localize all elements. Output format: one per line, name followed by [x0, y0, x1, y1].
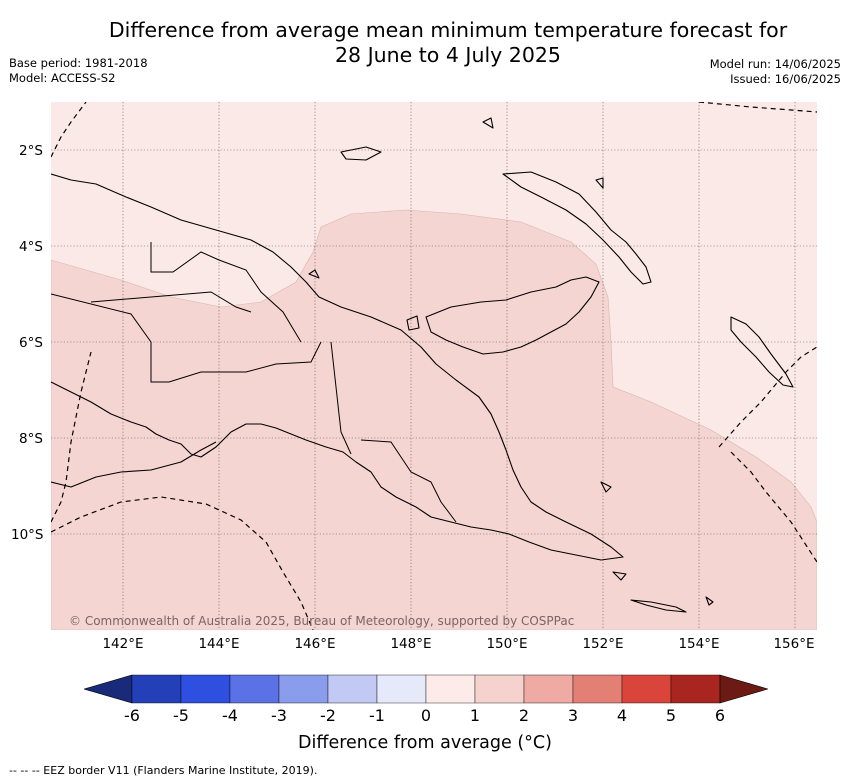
colorbar-tick-label: 4: [616, 706, 628, 725]
colorbar-bin: [131, 674, 182, 704]
bougainville-coastline: [730, 316, 794, 388]
lat-tick-10s: 10°S: [11, 527, 44, 543]
lon-tick-144e: 144°E: [198, 636, 240, 652]
lat-tick-8s: 8°S: [19, 431, 43, 447]
colorbar-arrow-low: [84, 674, 133, 704]
model-run-label: Model run: 14/06/2025: [709, 57, 841, 71]
colorbar-bin: [670, 674, 721, 704]
lat-tick-6s: 6°S: [19, 335, 43, 351]
colorbar: [84, 674, 768, 704]
colorbar-bin: [278, 674, 329, 704]
lon-tick-146e: 146°E: [294, 636, 336, 652]
colorbar-bin: [621, 674, 672, 704]
colorbar-bin: [523, 674, 574, 704]
lon-tick-154e: 154°E: [678, 636, 720, 652]
lon-tick-152e: 152°E: [582, 636, 624, 652]
eez-footnote: -- -- -- EEZ border V11 (Flanders Marine…: [9, 764, 318, 777]
colorbar-bin: [180, 674, 231, 704]
eez-borders: [51, 102, 817, 630]
colorbar-tick-label: -5: [173, 706, 189, 725]
colorbar-bin: [327, 674, 378, 704]
chart-title: Difference from average mean minimum tem…: [0, 18, 850, 68]
colorbar-tick-label: -2: [320, 706, 336, 725]
colorbar-bin: [474, 674, 525, 704]
lon-tick-150e: 150°E: [486, 636, 528, 652]
anomaly-field-1-2: [51, 209, 817, 630]
lon-tick-142e: 142°E: [102, 636, 144, 652]
colorbar-tick-label: 5: [665, 706, 677, 725]
issued-label: Issued: 16/06/2025: [730, 72, 841, 86]
title-line-2: 28 June to 4 July 2025: [335, 43, 561, 67]
forecast-map: [51, 102, 817, 630]
colorbar-tick-label: -3: [271, 706, 287, 725]
lat-tick-2s: 2°S: [19, 143, 43, 159]
lon-tick-156e: 156°E: [773, 636, 815, 652]
colorbar-tick-label: 2: [518, 706, 530, 725]
colorbar-bin: [376, 674, 427, 704]
model-label: Model: ACCESS-S2: [9, 71, 116, 85]
colorbar-bin: [229, 674, 280, 704]
province-borders: [51, 242, 457, 523]
colorbar-tick-label: 6: [714, 706, 726, 725]
metadata-right: Model run: 14/06/2025 Issued: 16/06/2025: [710, 57, 841, 87]
base-period-label: Base period: 1981-2018: [9, 56, 148, 70]
colorbar-arrow-high: [719, 674, 768, 704]
lon-tick-148e: 148°E: [390, 636, 432, 652]
colorbar-tick-label: 1: [469, 706, 481, 725]
lat-tick-4s: 4°S: [19, 239, 43, 255]
manus-coastline: [340, 146, 382, 161]
colorbar-tick-label: -6: [124, 706, 140, 725]
copyright-notice: © Commonwealth of Australia 2025, Bureau…: [69, 614, 575, 628]
colorbar-tick-label: -4: [222, 706, 238, 725]
colorbar-tick-label: -1: [369, 706, 385, 725]
south-coast: [51, 441, 217, 488]
colorbar-tick-label: 3: [567, 706, 579, 725]
title-line-1: Difference from average mean minimum tem…: [108, 18, 788, 42]
new-ireland-coastline: [502, 171, 652, 285]
coastlines: [51, 117, 794, 613]
colorbar-bin: [572, 674, 623, 704]
metadata-left: Base period: 1981-2018 Model: ACCESS-S2: [9, 56, 148, 86]
colorbar-label: Difference from average (°C): [298, 733, 552, 753]
colorbar-bin: [425, 674, 476, 704]
new-britain-coastline: [425, 276, 600, 355]
colorbar-tick-label: 0: [420, 706, 432, 725]
new-guinea-coastline: [51, 173, 624, 561]
